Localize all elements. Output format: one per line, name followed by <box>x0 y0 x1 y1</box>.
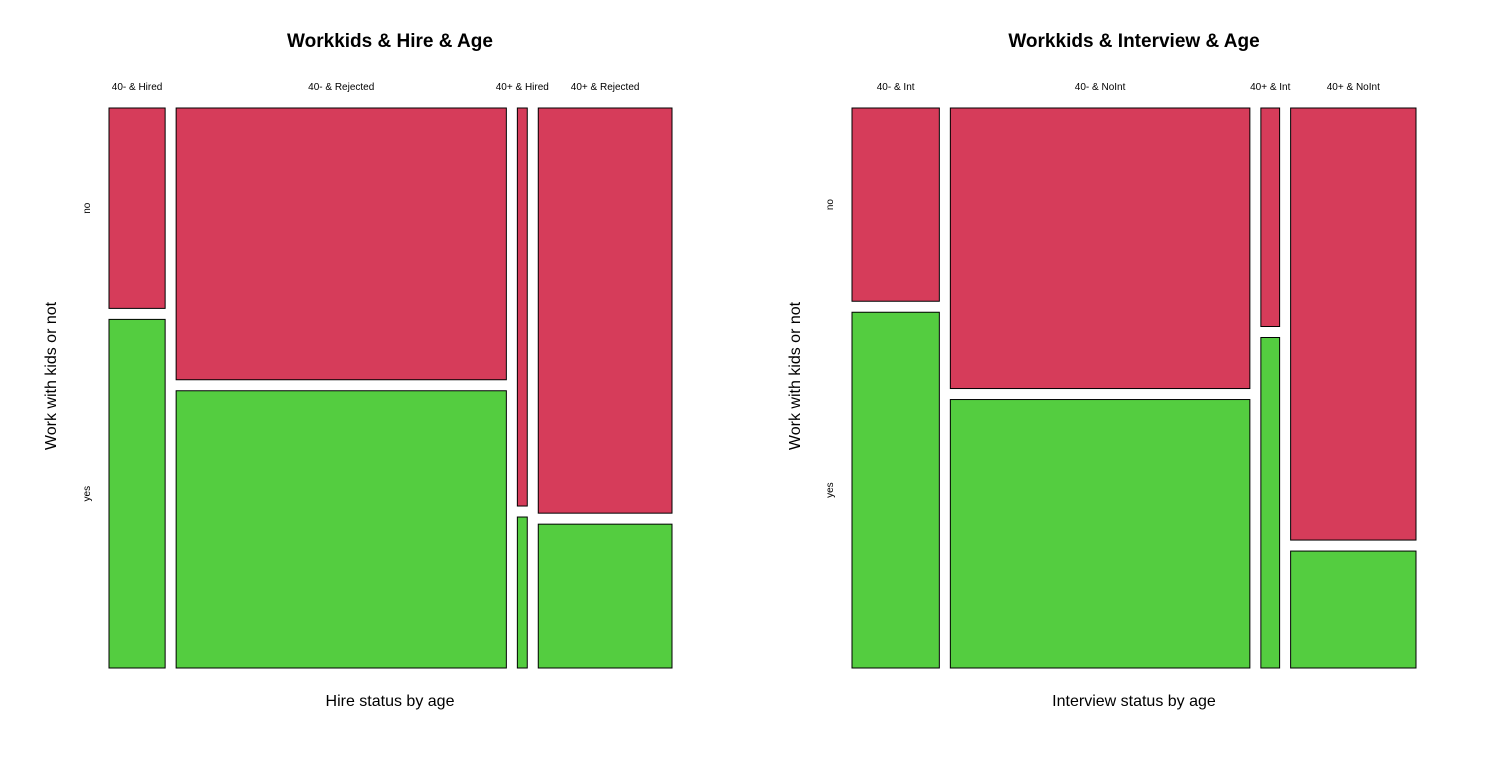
tile-yes-2 <box>949 399 1251 669</box>
tile-no-4 <box>537 107 673 514</box>
tile-no-3 <box>516 107 528 507</box>
column-label: 40+ & Rejected <box>571 82 640 93</box>
tile-no-2 <box>175 107 507 381</box>
mosaic-tiles <box>851 107 1417 669</box>
mosaic-tiles <box>108 107 673 669</box>
x-axis-label: Hire status by age <box>326 693 455 710</box>
tile-yes-3 <box>516 516 528 669</box>
mosaic-labels: 40- & Int 40- & NoInt 40+ & Int 40+ & NoInt… <box>825 82 1380 498</box>
column-label: 40- & NoInt <box>1075 82 1126 93</box>
tile-no-2 <box>949 107 1251 390</box>
tile-no-1 <box>108 107 166 309</box>
tile-no-1 <box>851 107 940 302</box>
tile-yes-4 <box>537 523 673 669</box>
tile-yes-1 <box>108 318 166 669</box>
tile-yes-2 <box>175 390 507 669</box>
row-label-no: no <box>82 202 93 214</box>
mosaic-labels: 40- & Hired 40- & Rejected 40+ & Hired 40+ … <box>82 82 639 501</box>
column-label: 40+ & Int <box>1250 82 1291 93</box>
column-label: 40- & Rejected <box>308 82 374 93</box>
y-axis-label: Work with kids or not <box>787 301 804 450</box>
row-label-yes: yes <box>825 482 836 498</box>
row-label-yes: yes <box>82 486 93 502</box>
column-label: 40+ & NoInt <box>1327 82 1380 93</box>
column-label: 40- & Hired <box>112 82 163 93</box>
x-axis-label: Interview status by age <box>1052 693 1216 710</box>
y-axis-label: Work with kids or not <box>43 301 60 450</box>
tile-no-4 <box>1290 107 1417 541</box>
column-label: 40- & Int <box>877 82 915 93</box>
chart-title: Workkids & Hire & Age <box>287 31 493 52</box>
tile-yes-1 <box>851 311 940 669</box>
column-label: 40+ & Hired <box>496 82 549 93</box>
mosaic-panel-hire: Workkids & Hire & Age Hire status by age… <box>43 31 673 710</box>
tile-yes-4 <box>1290 550 1417 669</box>
tile-yes-3 <box>1260 337 1281 669</box>
row-label-no: no <box>825 199 836 211</box>
chart-title: Workkids & Interview & Age <box>1008 31 1259 52</box>
mosaic-panel-interview: Workkids & Interview & Age Interview sta… <box>787 31 1417 710</box>
tile-no-3 <box>1260 107 1281 328</box>
